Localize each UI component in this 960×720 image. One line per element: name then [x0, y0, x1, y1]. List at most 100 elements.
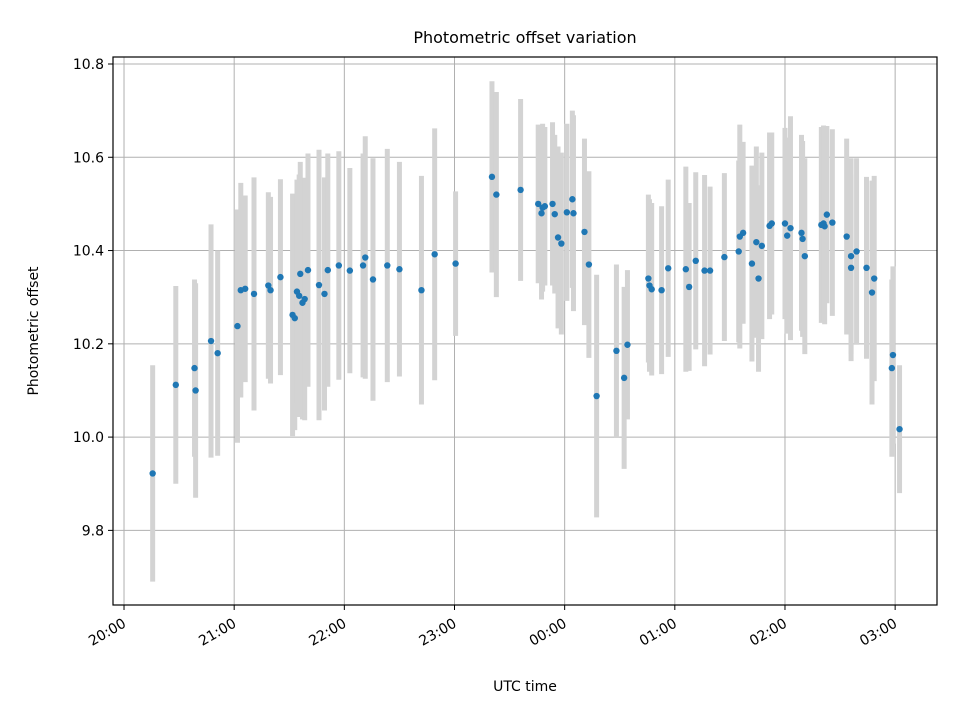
data-point: [613, 347, 620, 355]
x-tick-label: 02:00: [747, 616, 790, 650]
data-point: [335, 262, 343, 269]
y-tick-label: 10.2: [73, 337, 104, 353]
data-point: [297, 270, 304, 278]
data-point: [569, 196, 576, 203]
x-tick-label: 03:00: [857, 616, 900, 650]
data-point: [896, 425, 903, 433]
data-point: [149, 470, 156, 477]
data-points: [149, 173, 903, 477]
data-point: [843, 233, 850, 240]
data-point: [324, 266, 332, 274]
data-point: [431, 251, 438, 258]
chart-title: Photometric offset variation: [413, 28, 636, 47]
data-point: [558, 240, 565, 247]
data-point: [241, 285, 249, 292]
data-point: [847, 252, 855, 260]
data-point: [682, 266, 690, 273]
data-point: [551, 210, 558, 218]
data-point: [665, 265, 672, 272]
data-point: [801, 252, 809, 260]
data-point: [781, 220, 789, 227]
data-point: [798, 229, 805, 237]
data-point: [554, 234, 562, 241]
data-point: [191, 364, 198, 372]
error-bars: [150, 81, 903, 582]
data-point: [871, 275, 878, 282]
x-tick-label: 23:00: [417, 616, 460, 650]
data-point: [277, 273, 284, 281]
data-point: [739, 229, 747, 237]
data-point: [692, 257, 699, 265]
data-point: [585, 261, 593, 268]
data-point: [863, 264, 870, 272]
data-point: [748, 260, 756, 267]
data-point: [295, 292, 303, 299]
data-point: [315, 281, 323, 289]
data-point: [234, 322, 241, 330]
data-point: [853, 248, 860, 255]
data-point: [304, 266, 312, 274]
data-point: [250, 290, 258, 298]
y-tick-label: 10.8: [73, 57, 104, 73]
data-point: [172, 381, 179, 389]
data-point: [645, 275, 652, 282]
data-point: [755, 275, 762, 282]
data-point: [267, 286, 274, 294]
y-axis-ticks: 9.8 10.0 10.2 10.4 10.6 10.8: [73, 57, 113, 539]
plot-frame: [112, 56, 938, 606]
x-tick-label: 22:00: [306, 616, 349, 650]
data-point: [889, 351, 897, 359]
data-point: [721, 253, 728, 261]
data-point: [570, 210, 577, 217]
data-point: [517, 186, 524, 194]
data-point: [847, 264, 855, 272]
data-point: [685, 283, 693, 291]
data-point: [706, 267, 714, 274]
data-point: [735, 248, 742, 255]
data-point: [593, 392, 600, 400]
x-tick-label: 01:00: [637, 616, 680, 650]
data-point: [493, 191, 500, 198]
data-point: [787, 224, 794, 232]
data-point: [648, 286, 655, 293]
data-point: [418, 286, 425, 294]
data-point: [538, 210, 545, 217]
data-point: [396, 266, 403, 273]
data-point: [888, 364, 896, 372]
data-point: [362, 254, 369, 261]
data-point: [758, 242, 766, 250]
data-point: [753, 238, 760, 246]
x-tick-label: 00:00: [527, 616, 570, 650]
data-point: [452, 260, 459, 267]
data-point: [488, 173, 496, 181]
y-tick-label: 9.8: [82, 523, 104, 539]
data-point: [768, 220, 775, 227]
data-point: [783, 232, 791, 239]
data-point: [321, 290, 328, 298]
y-tick-label: 10.6: [73, 150, 104, 166]
data-point: [620, 374, 628, 382]
data-point: [384, 262, 391, 269]
data-point: [658, 286, 665, 294]
data-point: [624, 341, 631, 348]
data-point: [829, 219, 836, 226]
data-point: [581, 228, 588, 236]
data-point: [346, 267, 354, 274]
data-point: [868, 289, 876, 296]
data-point: [541, 203, 549, 210]
data-point: [823, 211, 831, 218]
y-tick-label: 10.4: [73, 244, 104, 260]
data-point: [301, 295, 308, 303]
data-point: [192, 387, 199, 394]
x-tick-label: 21:00: [196, 616, 239, 650]
data-point: [359, 262, 367, 269]
y-axis-label: Photometric offset: [26, 266, 42, 396]
data-point: [549, 200, 556, 208]
x-axis-ticks: 20:00 21:00 22:00 23:00 00:00 01:00 02:00 03:00: [86, 605, 900, 650]
data-point: [207, 337, 215, 345]
data-point: [214, 349, 221, 357]
y-tick-label: 10.0: [73, 430, 104, 446]
data-point: [799, 235, 806, 243]
x-tick-label: 20:00: [86, 616, 129, 650]
